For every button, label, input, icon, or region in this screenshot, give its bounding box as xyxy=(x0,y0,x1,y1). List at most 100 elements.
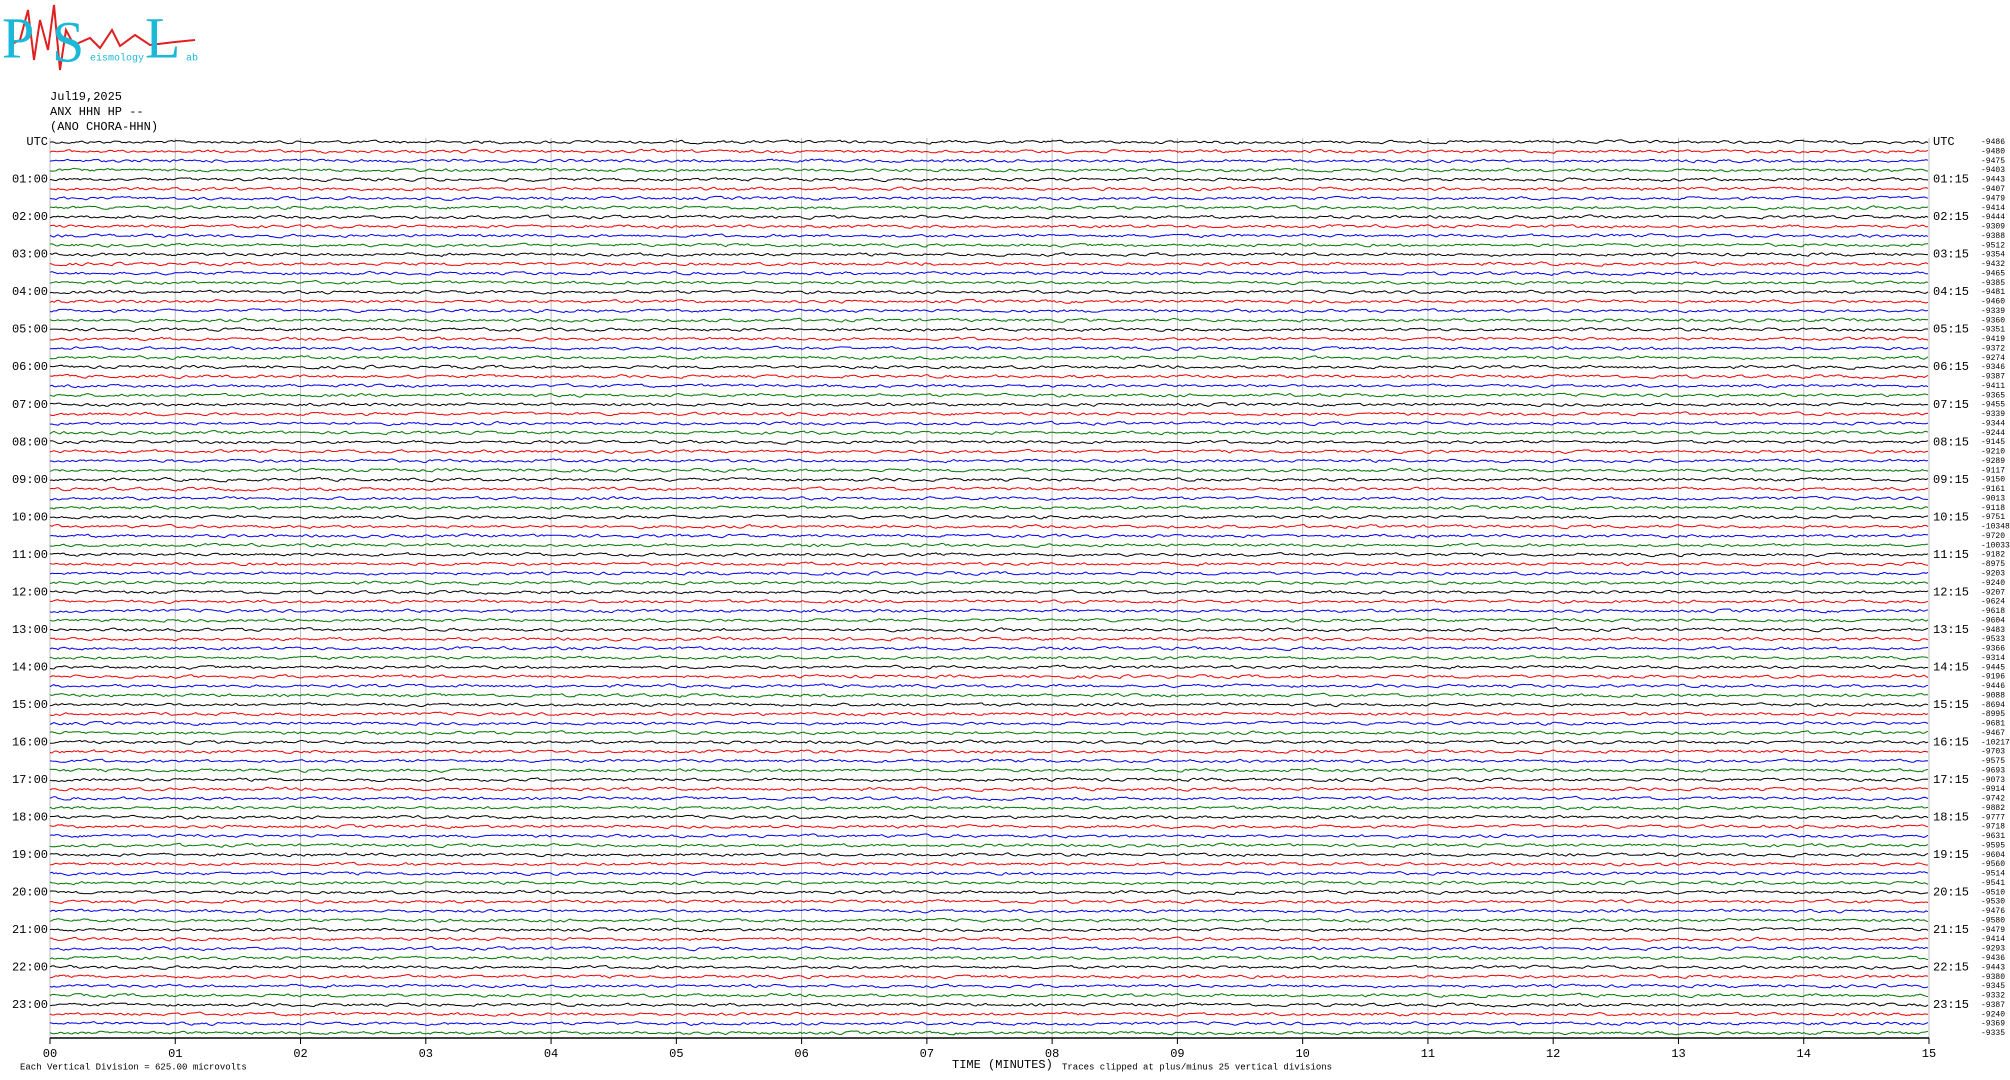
offset-label: -9385 xyxy=(1981,279,2005,288)
offset-label: -8995 xyxy=(1981,710,2005,719)
hour-label: 07:00 xyxy=(12,398,48,412)
offset-label: -9604 xyxy=(1981,851,2005,860)
offset-label: -9314 xyxy=(1981,654,2005,663)
trace xyxy=(49,552,1929,558)
offset-label: -9196 xyxy=(1981,673,2005,682)
trace xyxy=(49,298,1929,304)
trace xyxy=(49,476,1929,483)
trace xyxy=(50,814,1929,820)
trace xyxy=(49,983,1929,989)
offset-label: -9777 xyxy=(1981,813,2005,822)
offset-label: -9460 xyxy=(1981,298,2005,307)
station: ANX HHN HP -- xyxy=(50,105,144,119)
trace xyxy=(49,242,1929,248)
logo: P S eismology L ab xyxy=(2,4,198,74)
offset-label: -9414 xyxy=(1981,935,2005,944)
trace xyxy=(49,964,1929,970)
trace xyxy=(49,233,1929,239)
hour-label: 12:00 xyxy=(12,585,48,599)
x-tick-label: 08 xyxy=(1045,1047,1059,1061)
hour-label: 21:15 xyxy=(1933,923,1969,937)
hour-label: 11:15 xyxy=(1933,548,1969,562)
hour-label: UTC xyxy=(1933,135,1955,149)
x-tick-label: 09 xyxy=(1170,1047,1184,1061)
logo-text: eismology xyxy=(90,53,144,65)
offset-label: -9387 xyxy=(1981,373,2005,382)
offset-label: -9073 xyxy=(1981,776,2005,785)
trace xyxy=(49,749,1929,755)
offset-label: -9720 xyxy=(1981,532,2005,541)
trace xyxy=(49,974,1929,980)
trace xyxy=(49,327,1929,333)
offset-label: -9117 xyxy=(1981,466,2005,475)
trace xyxy=(49,223,1929,229)
trace xyxy=(49,711,1929,717)
hour-label: 05:00 xyxy=(12,323,48,337)
offset-label: -9882 xyxy=(1981,804,2005,813)
offset-label: -9510 xyxy=(1981,888,2005,897)
offset-label: -9486 xyxy=(1981,138,2005,147)
offset-label: -9631 xyxy=(1981,832,2005,841)
trace xyxy=(49,364,1929,370)
offset-label: -9339 xyxy=(1981,307,2005,316)
trace xyxy=(49,730,1929,736)
trace xyxy=(49,205,1929,211)
trace xyxy=(49,1020,1929,1027)
labels: 00 01 02 03 04 05 06 07 08 09 10 11 12 13 14 15-9486-94… xyxy=(12,135,2010,1061)
trace xyxy=(49,636,1929,642)
trace xyxy=(49,392,1929,398)
offset-label: -9210 xyxy=(1981,448,2005,457)
offset-label: -9366 xyxy=(1981,645,2005,654)
trace xyxy=(49,383,1929,389)
offset-label: -9595 xyxy=(1981,841,2005,850)
trace xyxy=(49,429,1929,436)
trace xyxy=(49,833,1929,839)
offset-label: -9604 xyxy=(1981,616,2005,625)
hour-label: 08:00 xyxy=(12,435,48,449)
trace xyxy=(49,355,1929,361)
trace xyxy=(49,467,1929,473)
trace xyxy=(49,880,1929,886)
trace xyxy=(49,411,1929,417)
trace xyxy=(49,505,1929,511)
offset-label: -9514 xyxy=(1981,870,2005,879)
trace xyxy=(49,674,1929,680)
offset-label: -9207 xyxy=(1981,588,2005,597)
offset-label: -9443 xyxy=(1981,963,2005,972)
offset-label: -9742 xyxy=(1981,795,2005,804)
offset-label: -9203 xyxy=(1981,569,2005,578)
hour-label: 19:15 xyxy=(1933,848,1969,862)
offset-label: -9335 xyxy=(1981,1029,2005,1038)
offset-label: -9403 xyxy=(1981,166,2005,175)
hour-label: 19:00 xyxy=(12,848,48,862)
hour-label: 13:00 xyxy=(12,623,48,637)
hour-label: 09:00 xyxy=(12,473,48,487)
offset-label: -9344 xyxy=(1981,419,2005,428)
x-tick-label: 15 xyxy=(1922,1047,1936,1061)
trace xyxy=(49,279,1929,286)
offset-label: -9332 xyxy=(1981,992,2005,1001)
x-tick-label: 11 xyxy=(1421,1047,1435,1061)
trace xyxy=(49,608,1929,614)
trace xyxy=(49,308,1929,314)
trace xyxy=(49,852,1929,858)
offset-label: -9244 xyxy=(1981,429,2005,438)
offset-label: -9703 xyxy=(1981,748,2005,757)
offset-label: -9530 xyxy=(1981,898,2005,907)
offset-label: -9388 xyxy=(1981,232,2005,241)
hour-label: 22:15 xyxy=(1933,960,1969,974)
offset-label: -9512 xyxy=(1981,241,2005,250)
logo-wave xyxy=(9,4,196,71)
offset-label: -9351 xyxy=(1981,326,2005,335)
trace xyxy=(49,777,1929,783)
hour-label: 23:15 xyxy=(1933,998,1969,1012)
x-tick-label: 03 xyxy=(419,1047,433,1061)
hour-label: 17:00 xyxy=(12,773,48,787)
offset-label: -9751 xyxy=(1981,513,2005,522)
hour-label: 14:15 xyxy=(1933,660,1969,674)
trace xyxy=(49,1011,1929,1017)
trace xyxy=(49,270,1929,276)
offset-label: -9444 xyxy=(1981,213,2005,222)
offset-label: -9240 xyxy=(1981,1010,2005,1019)
trace xyxy=(49,402,1929,408)
